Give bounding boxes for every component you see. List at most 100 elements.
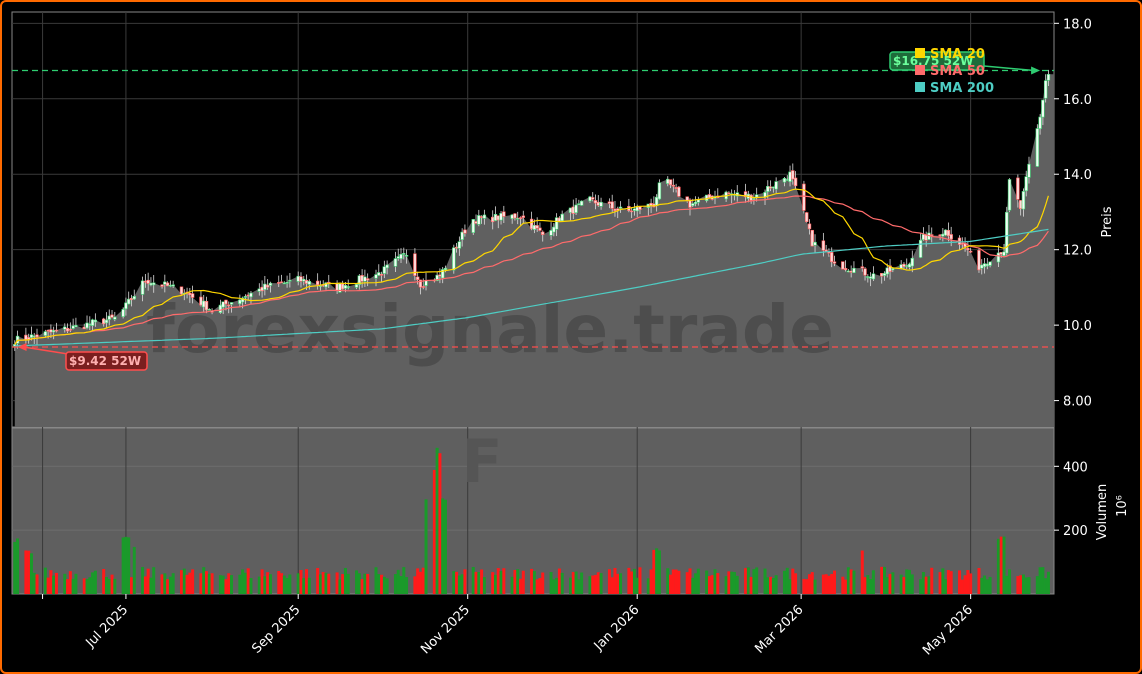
candle-body <box>360 275 364 282</box>
annotations: $16.75 52W $9.42 52W <box>65 51 985 371</box>
candle-body <box>752 198 756 200</box>
volume-bar <box>152 567 156 594</box>
candle-body <box>315 280 320 286</box>
volume-bar <box>324 572 328 594</box>
volume-bar <box>29 553 33 594</box>
volume-bar <box>321 572 325 594</box>
volume-bar <box>616 573 620 594</box>
candle-body <box>496 215 500 221</box>
legend-label-sma50: SMA 50 <box>930 64 985 79</box>
candle-body <box>285 282 289 284</box>
sma-200-line <box>14 228 1049 347</box>
candle-body <box>791 170 795 180</box>
candle-body <box>382 266 387 274</box>
volume-bar <box>724 576 728 594</box>
candle-body <box>143 280 148 283</box>
candle-body <box>124 302 128 310</box>
candle-body <box>599 201 603 207</box>
candle-body <box>880 273 884 277</box>
candle-body <box>866 276 870 278</box>
candle-body <box>88 323 92 326</box>
candle-body <box>902 263 906 267</box>
candle-body <box>560 213 564 222</box>
candle-body <box>440 269 445 279</box>
price-tick-label: 8.00 <box>1063 395 1092 410</box>
candle-body <box>65 327 70 332</box>
candle-body <box>882 273 887 276</box>
price-axis-label: Preis <box>1100 206 1115 237</box>
volume-bar <box>343 568 347 594</box>
candle-body <box>852 267 856 274</box>
volume-bar <box>260 569 264 594</box>
volume-bar <box>802 578 806 594</box>
volume-bar <box>243 572 247 594</box>
volume-bar <box>102 568 106 594</box>
candle-body <box>304 280 309 284</box>
volume-bar <box>363 573 367 594</box>
volume-bar <box>960 579 964 594</box>
candle-body <box>296 275 300 282</box>
candle-body <box>610 201 614 209</box>
candle-body <box>830 252 834 263</box>
candle-body <box>479 216 484 218</box>
sma-50-line <box>14 195 1049 345</box>
candle-body <box>188 292 192 296</box>
candle-body <box>613 208 617 211</box>
volume-bar <box>249 578 253 594</box>
volume-bar <box>113 578 117 594</box>
volume-bar <box>66 579 70 594</box>
candle-body <box>532 224 537 230</box>
candle-body <box>346 286 350 288</box>
volume-bar <box>771 578 775 594</box>
volume-bar <box>129 577 133 594</box>
candle-body <box>535 225 539 229</box>
candle-body <box>1018 200 1023 210</box>
volume-bar <box>482 577 486 594</box>
volume-bar <box>860 550 864 594</box>
volume-bar <box>280 573 284 594</box>
candle-body <box>966 248 970 251</box>
volume-bar <box>635 577 639 594</box>
candle-body <box>477 215 481 225</box>
volume-bar <box>493 574 497 594</box>
candle-body <box>1016 177 1020 200</box>
candle-body <box>204 301 209 311</box>
volume-bar <box>919 579 923 594</box>
candle-body <box>549 230 553 236</box>
volume-bar <box>571 572 575 594</box>
candle-body <box>443 267 448 271</box>
volume-bar <box>502 568 506 594</box>
volume-bar <box>574 571 578 594</box>
candle-body <box>554 217 559 230</box>
volume-bar <box>905 569 909 594</box>
candle-body <box>499 213 503 221</box>
candle-body <box>127 298 131 305</box>
candle-body <box>588 196 592 202</box>
candle-body <box>415 276 420 280</box>
volume-bar <box>385 578 389 594</box>
candle-body <box>68 328 73 331</box>
candle-body <box>404 255 409 257</box>
volume-bar <box>510 576 514 594</box>
candle-body <box>810 229 814 247</box>
candle-body <box>218 304 223 313</box>
volume-bar <box>163 573 167 594</box>
candle-body <box>930 234 934 236</box>
volume-bar <box>355 570 359 594</box>
volume-bar <box>346 573 350 594</box>
candle-body <box>754 194 759 198</box>
volume-bar <box>424 499 428 594</box>
candle-body <box>74 325 78 328</box>
volume-bar <box>121 537 125 594</box>
volume-bar <box>599 573 603 594</box>
candle-body <box>591 197 595 200</box>
volume-bar <box>257 576 261 594</box>
volume-bar <box>930 567 934 594</box>
candle-body <box>452 247 456 271</box>
volume-tick-label: 400 <box>1063 460 1088 475</box>
candle-body <box>132 296 136 300</box>
volume-bar <box>694 573 698 594</box>
volume-bar <box>179 570 183 594</box>
volume-bar <box>985 579 989 594</box>
volume-bar <box>924 576 928 594</box>
